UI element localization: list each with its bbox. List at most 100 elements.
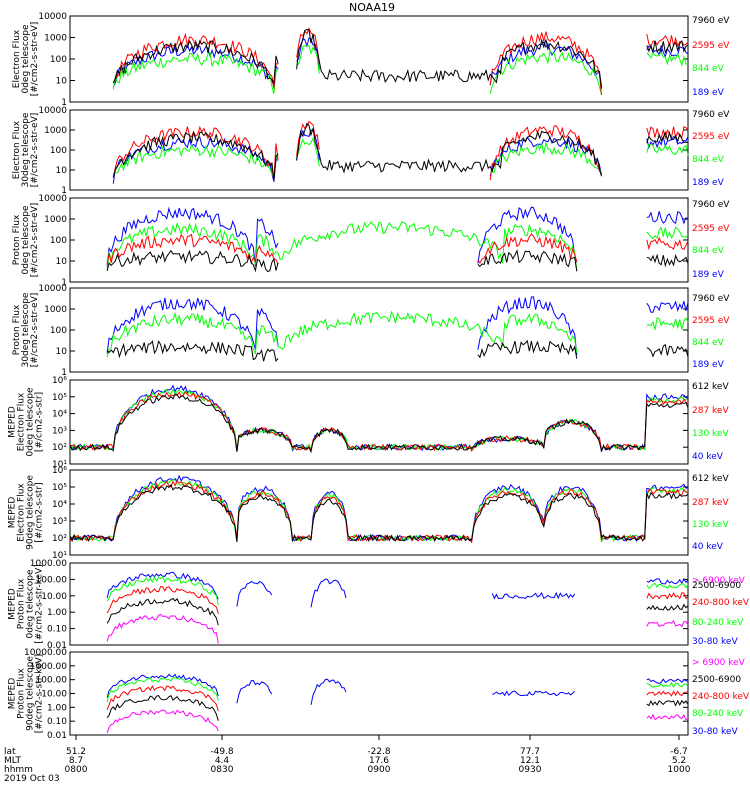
y-axis-label-line: [#/cm2-s-str-eV] (30, 293, 40, 368)
y-axis-label: Proton Flux30deg telescope[#/cm2-s-str-e… (12, 292, 40, 367)
y-tick-label: 0.01 (47, 641, 67, 651)
legend-entry: 40 keV (692, 452, 724, 462)
y-tick-label: 1 (61, 368, 67, 378)
series-trace (69, 479, 689, 543)
panel-6: 10¹ 10² 10³ 10⁴ 10⁵ 10⁶ MEPEDElectron Flux90de… (8, 466, 730, 561)
legend-entry: 287 keV (692, 406, 729, 416)
y-axis-label-line: 0deg telescope (26, 387, 36, 457)
y-tick-label: 10⁵ (52, 483, 67, 493)
y-tick-label: 1000.00 (30, 662, 67, 672)
panel-frame (69, 651, 689, 736)
legend-entry: 7960 eV (692, 16, 730, 26)
y-axis-label-line: 90deg telescope (26, 656, 36, 731)
panel-frame (69, 15, 689, 103)
y-tick-label: 10¹ (52, 460, 67, 470)
panel-frame (69, 562, 689, 646)
footer-hhmm-value: 0830 (211, 765, 234, 775)
legend-entry: 2595 eV (692, 224, 730, 234)
y-axis-label-line: MEPED (8, 588, 18, 620)
y-axis-label: Electron Flux30deg telescope[#/cm2-s-str… (12, 112, 40, 187)
y-tick-label: 1000 (44, 215, 67, 225)
legend-entry: > 6900 keV (692, 658, 746, 668)
panel-5: 10¹ 10² 10³ 10⁴ 10⁵ 10⁶ MEPEDElectron Flux0deg… (8, 376, 730, 470)
legend-entry: 2595 eV (692, 41, 730, 51)
y-tick-label: 1 (61, 98, 67, 108)
series-trace (106, 571, 689, 608)
y-tick-label: 10 (56, 257, 68, 267)
legend-entry: 844 eV (692, 246, 725, 256)
series-trace (106, 695, 689, 721)
y-tick-label: 10.00 (41, 690, 67, 700)
panel-8: 0.010.101.0010.00100.001000.0010000.00ME… (8, 648, 750, 741)
series-trace (106, 221, 689, 272)
y-axis-label-line: MEPED (8, 406, 18, 438)
y-tick-label: 10⁴ (52, 500, 67, 510)
legend-entry: 30-80 keV (692, 727, 738, 737)
y-tick-label: 100 (50, 146, 67, 156)
footer-mlt-value: 5.2 (672, 756, 686, 766)
y-tick-label: 10.00 (41, 592, 67, 602)
series-trace (112, 37, 689, 88)
y-tick-label: 1 (61, 186, 67, 196)
legend-entry: 189 eV (692, 178, 725, 188)
series-trace (112, 28, 689, 89)
y-axis-label-line: Proton Flux (12, 304, 22, 355)
series-trace (106, 206, 689, 267)
y-axis-label-line: Proton Flux (12, 214, 22, 265)
series-trace (112, 27, 689, 96)
series-trace (69, 393, 689, 454)
legend-entry: 40 keV (692, 542, 724, 552)
panel-7: 0.010.101.0010.00100.001000.00MEPEDProto… (8, 559, 750, 651)
legend-entry: 2500-6900 (692, 675, 741, 685)
y-tick-label: 10² (52, 534, 67, 544)
legend-entry: 844 eV (692, 155, 725, 165)
y-tick-label: 100.00 (36, 676, 68, 686)
y-axis-label: MEPEDElectron Flux0deg telescope[#/cm2-s… (8, 387, 45, 457)
legend-entry: 189 eV (692, 360, 725, 370)
legend-entry: 612 keV (692, 474, 729, 484)
y-axis-label: MEPEDProton Flux0deg telescope[#/cm2-s-s… (8, 564, 45, 643)
y-tick-label: 10 (56, 347, 68, 357)
legend-entry: 30-80 keV (692, 637, 738, 647)
y-axis-label-line: [#/cm2-s-str-eV] (30, 203, 40, 278)
panel-frame (69, 469, 689, 556)
y-tick-label: 1000 (44, 34, 67, 44)
y-axis-label-line: 0deg telescope (21, 24, 31, 94)
footer-hhmm-value: 0930 (519, 765, 542, 775)
legend-entry: 2500-6900 (692, 581, 741, 591)
legend-entry: 189 eV (692, 88, 725, 98)
panel-frame (69, 287, 689, 373)
y-tick-label: 100 (50, 55, 67, 65)
series-trace (106, 575, 689, 606)
series-trace (106, 613, 689, 644)
y-tick-label: 1.00 (47, 608, 67, 618)
series-trace (106, 673, 688, 705)
legend-entry: 844 eV (692, 64, 725, 74)
series-trace (69, 484, 689, 543)
y-tick-label: 100.00 (36, 575, 68, 585)
legend-entry: 130 keV (692, 429, 729, 439)
y-tick-label: 1000 (44, 126, 67, 136)
y-axis-label: MEPEDElectron Flux90deg telescope[#/cm2-… (8, 475, 45, 550)
series-trace (112, 122, 689, 180)
footer-row-label: MLT (4, 756, 22, 766)
y-axis-label-line: Electron Flux (12, 120, 22, 179)
y-axis-label-line: 30deg telescope (21, 292, 31, 367)
legend-entry: 2595 eV (692, 132, 730, 142)
legend-entry: 240-800 keV (692, 598, 750, 608)
series-trace (112, 129, 689, 184)
y-axis-label-line: [#/cm2-s-str] (35, 392, 45, 452)
y-tick-label: 10² (52, 443, 67, 453)
footer-row-label: 2019 Oct 03 (4, 774, 60, 784)
legend-entry: 2595 eV (692, 316, 730, 326)
footer-hhmm-value: 0800 (65, 765, 88, 775)
y-tick-label: 10¹ (52, 551, 67, 561)
y-axis-label-line: 0deg telescope (26, 569, 36, 639)
y-axis-label-line: [#/cm2-s-str-keV] (35, 564, 45, 643)
series-trace (106, 597, 689, 626)
y-tick-label: 10³ (52, 517, 67, 527)
